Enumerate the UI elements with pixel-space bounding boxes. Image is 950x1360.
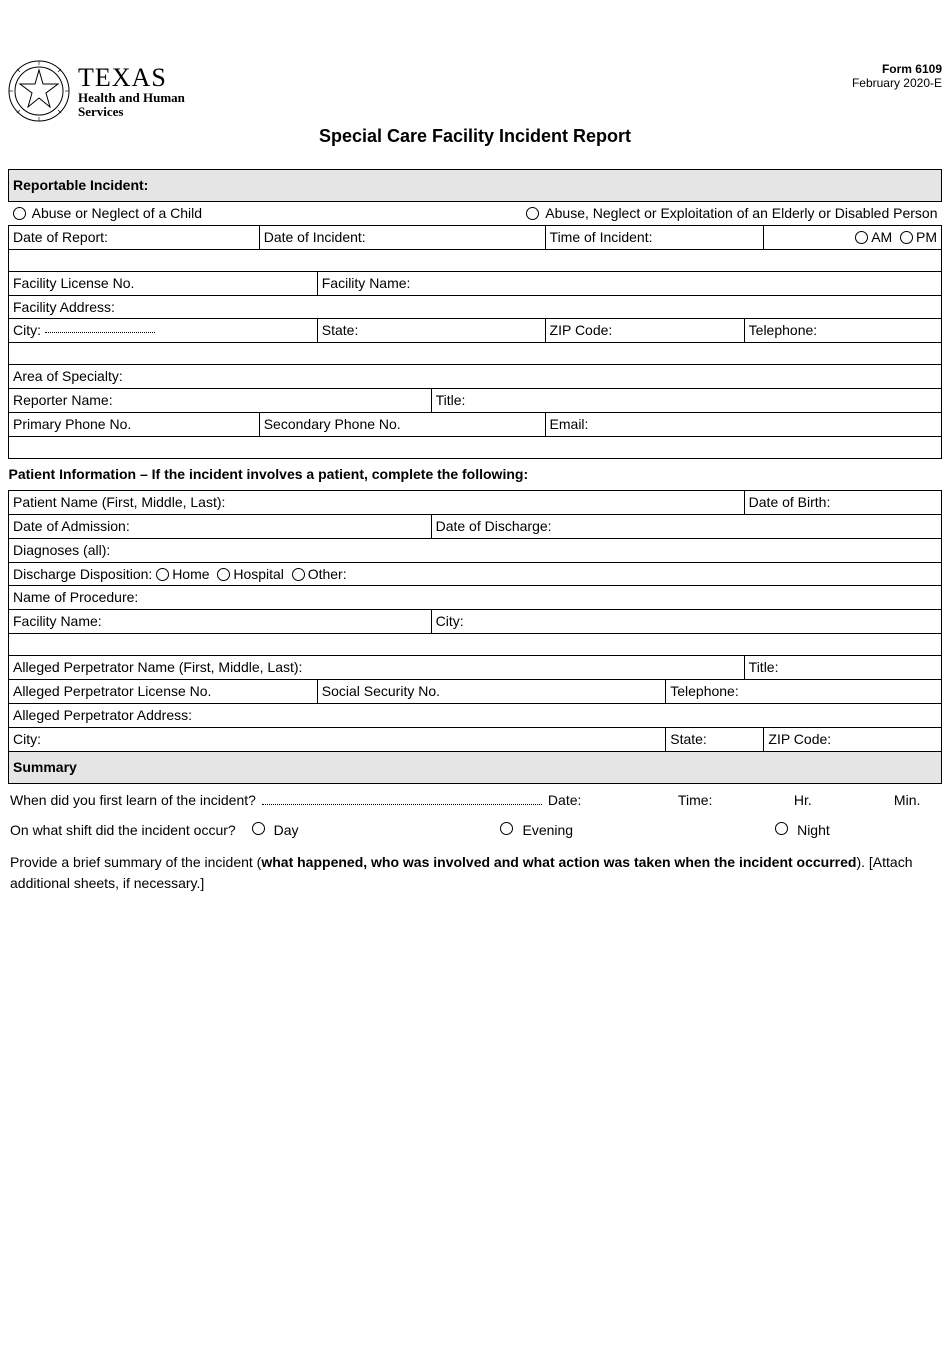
field-diagnoses[interactable]: Diagnoses (all):	[9, 538, 942, 562]
radio-icon[interactable]	[900, 231, 913, 244]
field-reporter-name[interactable]: Reporter Name:	[9, 389, 432, 413]
field-perp-city[interactable]: City:	[9, 727, 666, 751]
field-perp-license[interactable]: Alleged Perpetrator License No.	[9, 680, 318, 704]
field-telephone[interactable]: Telephone:	[744, 319, 941, 343]
summary-hr-label: Hr.	[794, 792, 822, 808]
summary-date-label: Date:	[548, 792, 596, 808]
logo-line1: Health and Human	[78, 91, 185, 105]
field-perp-name[interactable]: Alleged Perpetrator Name (First, Middle,…	[9, 656, 745, 680]
field-name-procedure[interactable]: Name of Procedure:	[9, 586, 942, 610]
field-ssn[interactable]: Social Security No.	[317, 680, 665, 704]
section-summary: Summary	[9, 751, 942, 783]
field-city[interactable]: City:	[9, 319, 318, 343]
incident-type-elderly[interactable]: Abuse, Neglect or Exploitation of an Eld…	[317, 201, 941, 225]
radio-icon[interactable]	[500, 822, 513, 835]
radio-icon[interactable]	[775, 822, 788, 835]
dotted-leader	[262, 792, 542, 805]
field-perp-address[interactable]: Alleged Perpetrator Address:	[9, 704, 942, 728]
radio-icon[interactable]	[156, 568, 169, 581]
field-email[interactable]: Email:	[545, 413, 941, 437]
field-time-incident[interactable]: Time of Incident:	[545, 225, 764, 249]
form-meta: Form 6109 February 2020-E	[852, 60, 942, 90]
field-area-specialty[interactable]: Area of Specialty:	[9, 365, 942, 389]
section-patient-info: Patient Information – If the incident in…	[9, 466, 529, 482]
incident-type-child[interactable]: Abuse or Neglect of a Child	[9, 201, 318, 225]
field-perp-title[interactable]: Title:	[744, 656, 941, 680]
field-secondary-phone[interactable]: Secondary Phone No.	[259, 413, 545, 437]
field-primary-phone[interactable]: Primary Phone No.	[9, 413, 260, 437]
summary-learn-q: When did you first learn of the incident…	[10, 792, 256, 808]
field-facility-address[interactable]: Facility Address:	[9, 295, 942, 319]
radio-icon[interactable]	[292, 568, 305, 581]
page-header: TEXAS Health and Human Services Form 610…	[8, 60, 942, 122]
incident-form: Reportable Incident: Abuse or Neglect of…	[8, 169, 942, 784]
page-title: Special Care Facility Incident Report	[8, 126, 942, 147]
field-reporter-title[interactable]: Title:	[431, 389, 941, 413]
field-facility-license[interactable]: Facility License No.	[9, 271, 318, 295]
radio-icon[interactable]	[526, 207, 539, 220]
radio-icon[interactable]	[855, 231, 868, 244]
field-facility-name[interactable]: Facility Name:	[317, 271, 941, 295]
field-patient-name[interactable]: Patient Name (First, Middle, Last):	[9, 490, 745, 514]
agency-name: TEXAS Health and Human Services	[78, 64, 185, 119]
radio-icon[interactable]	[13, 207, 26, 220]
field-date-incident[interactable]: Date of Incident:	[259, 225, 545, 249]
summary-min-label: Min.	[894, 792, 920, 808]
form-revision: February 2020-E	[852, 76, 942, 90]
summary-shift-line: On what shift did the incident occur? Da…	[10, 822, 940, 838]
logo-line2: Services	[78, 105, 185, 119]
summary-shift-q: On what shift did the incident occur?	[10, 822, 236, 838]
summary-instructions: Provide a brief summary of the incident …	[10, 852, 940, 894]
field-facility-name-2[interactable]: Facility Name:	[9, 610, 432, 634]
field-state[interactable]: State:	[317, 319, 545, 343]
summary-time-label: Time:	[678, 792, 722, 808]
state-seal-icon	[8, 60, 70, 122]
summary-learn-line: When did you first learn of the incident…	[10, 792, 940, 808]
field-perp-zip[interactable]: ZIP Code:	[764, 727, 942, 751]
agency-logo-block: TEXAS Health and Human Services	[8, 60, 185, 122]
form-number: Form 6109	[852, 62, 942, 76]
field-perp-state[interactable]: State:	[666, 727, 764, 751]
summary-block: When did you first learn of the incident…	[8, 784, 942, 894]
field-city-2[interactable]: City:	[431, 610, 941, 634]
field-date-admission[interactable]: Date of Admission:	[9, 514, 432, 538]
section-reportable: Reportable Incident:	[9, 170, 942, 202]
radio-icon[interactable]	[252, 822, 265, 835]
dotted-leader	[45, 332, 155, 333]
field-date-discharge[interactable]: Date of Discharge:	[431, 514, 941, 538]
field-dob[interactable]: Date of Birth:	[744, 490, 941, 514]
field-ampm[interactable]: AM PM	[764, 225, 942, 249]
field-perp-telephone[interactable]: Telephone:	[666, 680, 942, 704]
logo-state: TEXAS	[78, 64, 185, 91]
field-date-report[interactable]: Date of Report:	[9, 225, 260, 249]
field-zip[interactable]: ZIP Code:	[545, 319, 744, 343]
radio-icon[interactable]	[217, 568, 230, 581]
field-discharge-disposition[interactable]: Discharge Disposition: Home Hospital Oth…	[9, 562, 942, 586]
